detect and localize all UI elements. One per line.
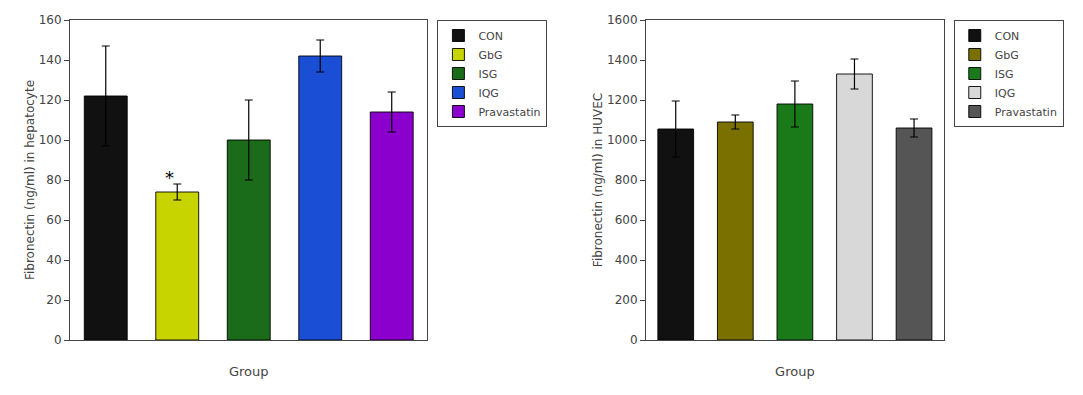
svg-text:200: 200: [615, 293, 638, 307]
svg-text:60: 60: [46, 213, 61, 227]
svg-text:400: 400: [615, 253, 638, 267]
svg-text:IQG: IQG: [478, 87, 498, 100]
svg-text:1000: 1000: [607, 133, 638, 147]
svg-text:*: *: [165, 167, 174, 188]
svg-text:120: 120: [39, 93, 62, 107]
svg-text:20: 20: [46, 293, 61, 307]
svg-text:600: 600: [615, 213, 638, 227]
svg-text:Group: Group: [229, 364, 269, 379]
svg-text:Pravastatin: Pravastatin: [995, 106, 1057, 119]
svg-text:Fibronectin (ng/ml) in hepatoc: Fibronectin (ng/ml) in hepatocyte: [23, 80, 37, 280]
svg-text:ISG: ISG: [995, 68, 1014, 81]
svg-text:140: 140: [39, 53, 62, 67]
svg-text:1600: 1600: [607, 13, 638, 27]
svg-text:Fibronectin (ng/ml) in HUVEC: Fibronectin (ng/ml) in HUVEC: [591, 93, 605, 267]
svg-text:GbG: GbG: [995, 49, 1019, 62]
svg-text:CON: CON: [478, 30, 503, 43]
svg-text:160: 160: [39, 13, 62, 27]
svg-text:1200: 1200: [607, 93, 638, 107]
svg-text:ISG: ISG: [478, 68, 497, 81]
svg-text:GbG: GbG: [478, 49, 502, 62]
svg-text:80: 80: [46, 173, 61, 187]
svg-text:40: 40: [46, 253, 61, 267]
svg-text:0: 0: [630, 333, 638, 347]
svg-text:CON: CON: [995, 30, 1020, 43]
svg-text:800: 800: [615, 173, 638, 187]
svg-text:1400: 1400: [607, 53, 638, 67]
svg-text:Pravastatin: Pravastatin: [478, 106, 540, 119]
svg-text:IQG: IQG: [995, 87, 1015, 100]
svg-text:0: 0: [54, 333, 62, 347]
svg-text:Group: Group: [775, 364, 815, 379]
svg-text:100: 100: [39, 133, 62, 147]
